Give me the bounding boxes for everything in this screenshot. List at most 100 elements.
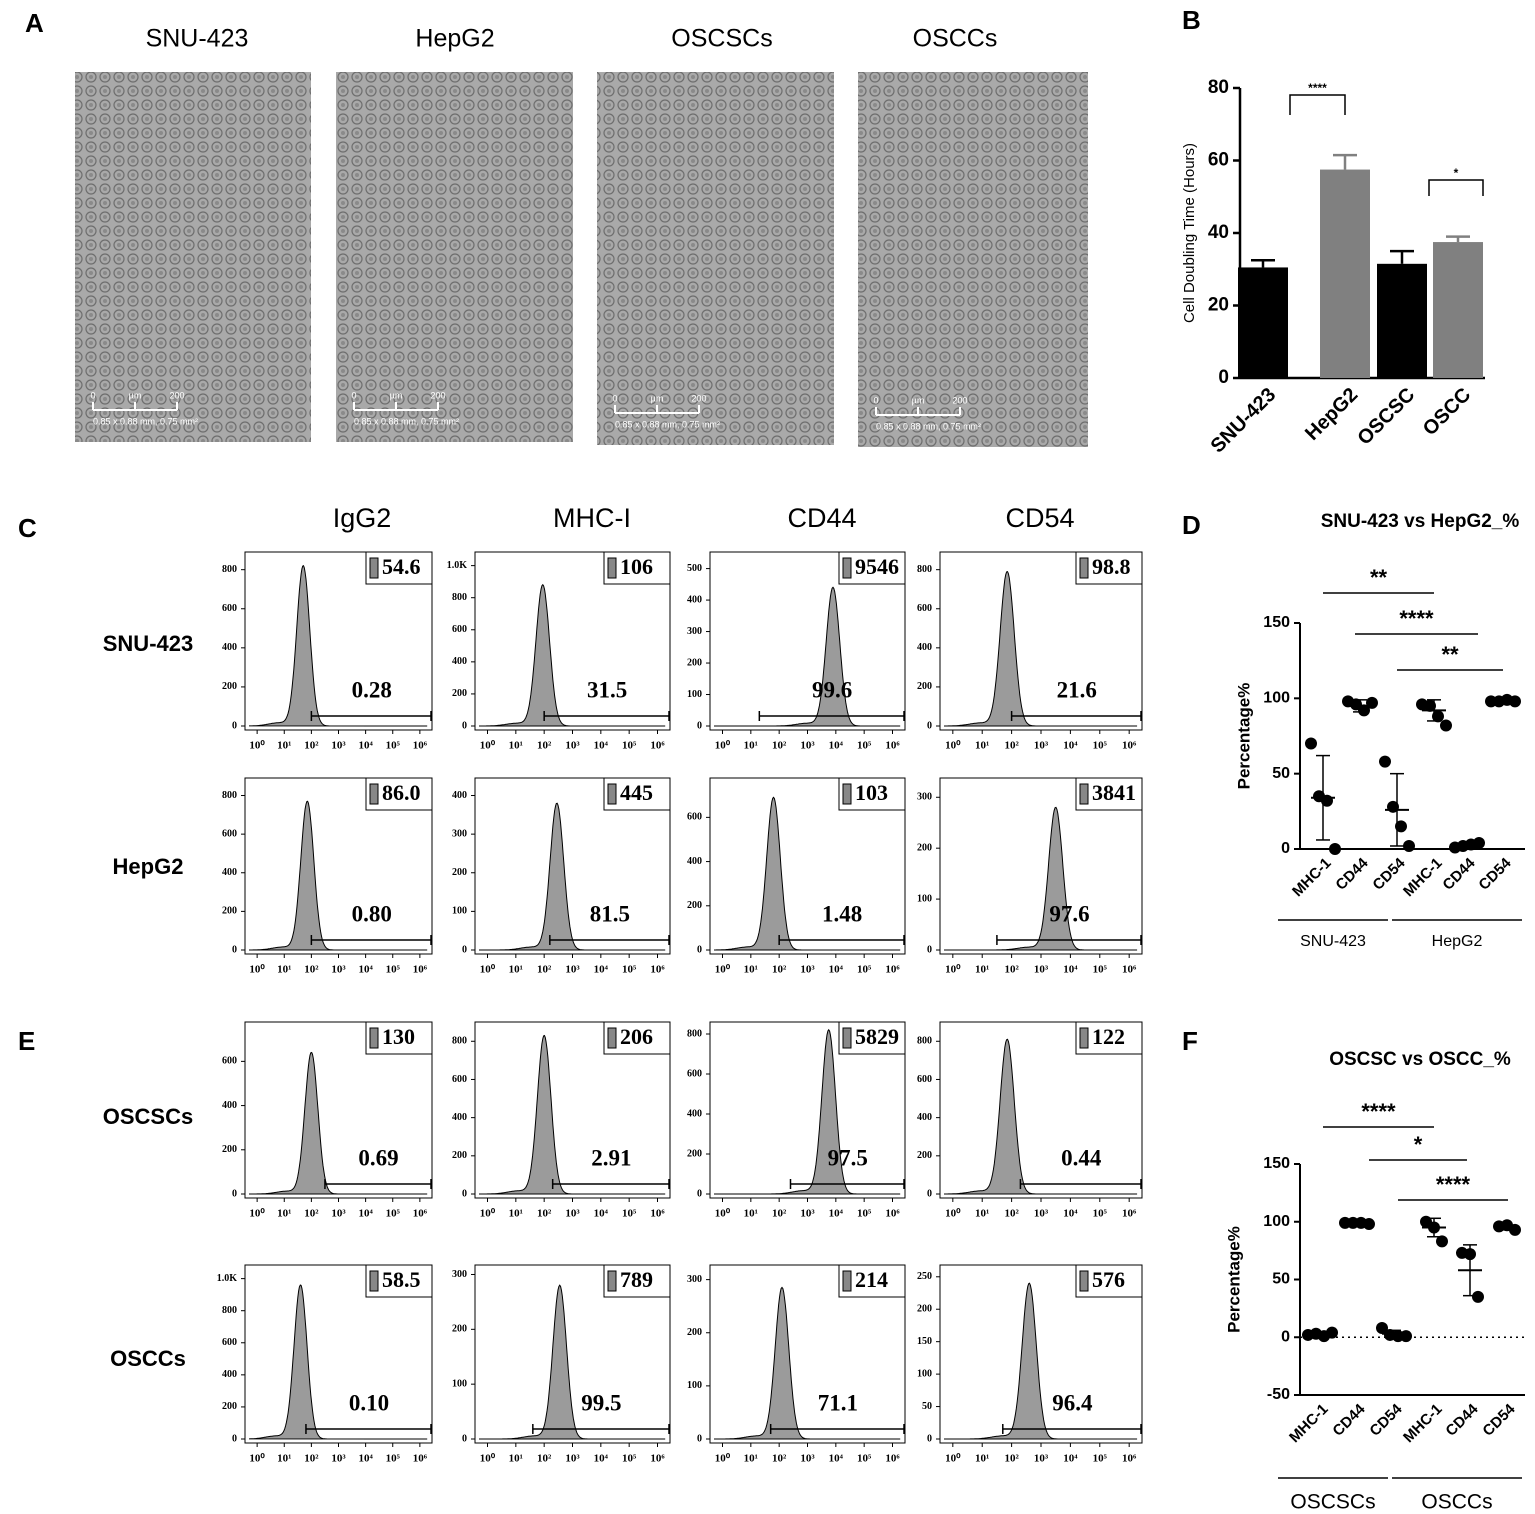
x-tick-label: 10³ (331, 1453, 346, 1465)
y-tick-label: 600 (687, 1068, 702, 1079)
x-tick-label: 10⁴ (829, 1208, 844, 1220)
x-tick-label: 10⁰ (249, 964, 265, 976)
gate-percent: 81.5 (590, 901, 630, 926)
y-tick-label: 60 (1208, 150, 1229, 171)
mfi-value: 58.5 (382, 1267, 421, 1292)
y-tick-label: 0 (232, 720, 237, 731)
mfi-icon (842, 1270, 852, 1292)
y-tick-label: 400 (687, 856, 702, 867)
y-tick-label: 400 (222, 1100, 237, 1111)
mfi-icon (1079, 1270, 1089, 1292)
y-tick-label: 100 (1263, 1213, 1290, 1230)
gate-percent: 21.6 (1057, 677, 1097, 702)
x-tick-label: 10⁶ (413, 1453, 428, 1465)
scale-label: 0 (90, 390, 95, 400)
y-tick-label: 0 (697, 1188, 702, 1199)
x-tick-label: 10² (1004, 1208, 1019, 1220)
y-tick-label: 200 (687, 1327, 702, 1338)
x-tick-label: 10¹ (744, 1208, 758, 1220)
y-tick-label: 0 (1281, 1328, 1290, 1345)
x-tick-label: 10⁶ (885, 964, 900, 976)
y-axis-label: Cell Doubling Time (Hours) (1181, 143, 1198, 323)
y-tick-label: 600 (687, 812, 702, 823)
y-tick-label: 0 (462, 1433, 467, 1444)
x-tick-label: 10³ (800, 740, 815, 752)
histogram-curve (944, 1282, 1138, 1440)
x-tick-label: 10⁴ (1063, 1208, 1078, 1220)
y-tick-label: 0 (927, 720, 932, 731)
y-tick-label: 500 (687, 563, 702, 574)
x-tick-label: 10⁵ (857, 1453, 872, 1465)
x-tick-label: 10⁵ (386, 740, 401, 752)
x-tick-label: 10⁶ (885, 1453, 900, 1465)
group-label: SNU-423 (1300, 933, 1366, 950)
bar (1433, 242, 1483, 378)
y-tick-label: 300 (452, 1269, 467, 1280)
row-label: OSCCs (110, 1346, 186, 1371)
panel-letter: D (1182, 510, 1201, 540)
mfi-value: 445 (620, 780, 653, 805)
data-point (1472, 1290, 1484, 1303)
gate-percent: 0.10 (349, 1390, 389, 1415)
x-tick-label: 10¹ (277, 1453, 291, 1465)
x-tick-label: 10² (537, 740, 552, 752)
y-tick-label: 200 (452, 1324, 467, 1335)
x-tick-label: 10⁵ (386, 1208, 401, 1220)
histogram-curve (479, 802, 666, 951)
gate-percent: 71.1 (818, 1390, 858, 1415)
x-tick-label: MHC-1 (1400, 1401, 1446, 1447)
y-tick-label: 200 (222, 906, 237, 917)
x-tick-label: 10⁵ (1093, 740, 1108, 752)
x-tick-label: 10⁴ (358, 964, 373, 976)
data-point (1379, 755, 1391, 768)
y-tick-label: 50 (1272, 1271, 1290, 1288)
y-tick-label: 400 (687, 1108, 702, 1119)
significance-label: ** (1441, 642, 1459, 667)
x-tick-label: 10² (304, 1453, 319, 1465)
y-tick-label: 0 (462, 1188, 467, 1199)
column-header: MHC-I (553, 503, 631, 533)
histogram-curve (479, 583, 666, 727)
y-tick-label: 0 (232, 1433, 237, 1444)
x-tick-label: 10² (772, 1453, 787, 1465)
histogram-curve (714, 1286, 901, 1440)
y-tick-label: 200 (917, 681, 932, 692)
x-tick-label: 10¹ (744, 740, 758, 752)
mfi-icon (369, 557, 379, 579)
scale-label: 200 (430, 390, 445, 400)
mfi-value: 206 (620, 1024, 653, 1049)
significance-label: **** (1436, 1172, 1471, 1197)
mfi-box (603, 777, 671, 811)
mfi-icon (1079, 557, 1089, 579)
histogram-curve (248, 1284, 428, 1440)
x-tick-label: 10⁵ (1093, 964, 1108, 976)
x-tick-label: 10⁰ (945, 740, 961, 752)
y-tick-label: 20 (1208, 295, 1229, 316)
data-point (1400, 1330, 1412, 1343)
y-tick-label: 800 (452, 592, 467, 603)
x-tick-label: MHC-1 (1286, 1401, 1332, 1447)
x-tick-label: 10² (537, 1208, 552, 1220)
mfi-icon (369, 1027, 379, 1049)
x-tick-label: 10⁴ (594, 964, 609, 976)
y-tick-label: -50 (1267, 1386, 1290, 1403)
group-label: OSCSCs (1290, 1491, 1375, 1514)
y-tick-label: 100 (917, 893, 932, 904)
x-tick-label: 10³ (1034, 740, 1049, 752)
y-tick-label: 0 (927, 1433, 932, 1444)
x-tick-label: 10² (1004, 740, 1019, 752)
gate-percent: 0.28 (352, 677, 392, 702)
x-tick-label: HepG2 (1301, 384, 1362, 445)
data-point (1473, 836, 1485, 849)
mfi-value: 103 (855, 780, 888, 805)
x-tick-label: 10¹ (744, 964, 758, 976)
x-tick-label: 10⁴ (1063, 740, 1078, 752)
x-tick-label: 10² (772, 1208, 787, 1220)
mfi-value: 54.6 (382, 554, 421, 579)
x-tick-label: 10⁶ (650, 1453, 665, 1465)
y-tick-label: 400 (917, 642, 932, 653)
mfi-icon (607, 1027, 617, 1049)
y-tick-label: 100 (452, 906, 467, 917)
scale-caption: 0.85 x 0.88 mm, 0.75 mm² (876, 421, 981, 431)
y-tick-label: 200 (452, 1150, 467, 1161)
